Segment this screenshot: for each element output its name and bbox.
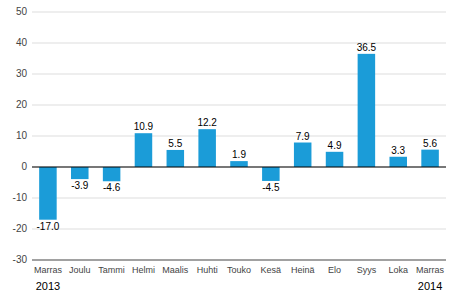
bar [103, 167, 121, 181]
grid-line [32, 229, 446, 230]
bar [135, 133, 153, 167]
bar [39, 167, 57, 220]
bar [198, 129, 216, 167]
bar [389, 157, 407, 167]
x-tick-label: Syys [357, 265, 377, 275]
data-label: 3.3 [391, 145, 405, 156]
x-tick-label: Huhti [197, 265, 218, 275]
y-tick-label: 20 [16, 99, 28, 110]
y-tick-label: -10 [13, 192, 28, 203]
data-label: 5.5 [168, 138, 182, 149]
chart: -30 -20 -10 0 10 20 30 40 50 -17.0 -3.9 -4.6 10.9 5.5… [0, 0, 454, 302]
data-label: 7.9 [296, 131, 310, 142]
bar [294, 143, 312, 167]
annotation: 2013 [36, 280, 60, 292]
bar [71, 167, 89, 179]
x-tick-label: Elo [328, 265, 341, 275]
data-label: 4.9 [328, 140, 342, 151]
grid-line [32, 43, 446, 44]
annotation: 2014 [418, 280, 442, 292]
y-tick-label: 50 [16, 6, 28, 17]
grid-line [32, 136, 446, 137]
grid [32, 12, 446, 260]
grid-line [32, 167, 446, 168]
data-label: 12.2 [197, 117, 217, 128]
data-label: 10.9 [134, 121, 154, 132]
grid-line [32, 105, 446, 106]
grid-line [32, 260, 446, 261]
bar [167, 150, 185, 167]
bar [262, 167, 280, 181]
data-label: 36.5 [357, 42, 377, 53]
data-label: -17.0 [37, 221, 60, 232]
zero-line [32, 167, 446, 168]
x-tick-label: Marras [416, 265, 445, 275]
bar [358, 54, 376, 167]
bar [421, 150, 439, 167]
grid-line [32, 74, 446, 75]
bar [230, 161, 248, 167]
data-label: -4.6 [103, 182, 121, 193]
x-tick-label: Touko [227, 265, 251, 275]
grid-line [32, 198, 446, 199]
x-tick-label: Heinä [291, 265, 315, 275]
x-axis-line [32, 260, 446, 261]
data-label: -4.5 [262, 182, 280, 193]
x-tick-label: Kesä [261, 265, 282, 275]
x-tick-label: Tammi [98, 265, 125, 275]
y-tick-label: -20 [13, 223, 28, 234]
x-tick-label: Helmi [132, 265, 155, 275]
bar [326, 152, 344, 167]
data-label: 5.6 [423, 138, 437, 149]
bars [39, 54, 439, 220]
data-label: -3.9 [71, 180, 89, 191]
y-tick-label: -30 [13, 254, 28, 265]
x-tick-label: Maalis [162, 265, 189, 275]
x-tick-label: Marras [34, 265, 63, 275]
y-tick-label: 10 [16, 130, 28, 141]
x-tick-label: Loka [388, 265, 408, 275]
y-tick-label: 0 [21, 161, 27, 172]
y-tick-label: 40 [16, 37, 28, 48]
y-tick-label: 30 [16, 68, 28, 79]
data-label: 1.9 [232, 149, 246, 160]
grid-line [32, 12, 446, 13]
x-tick-label: Joulu [69, 265, 91, 275]
